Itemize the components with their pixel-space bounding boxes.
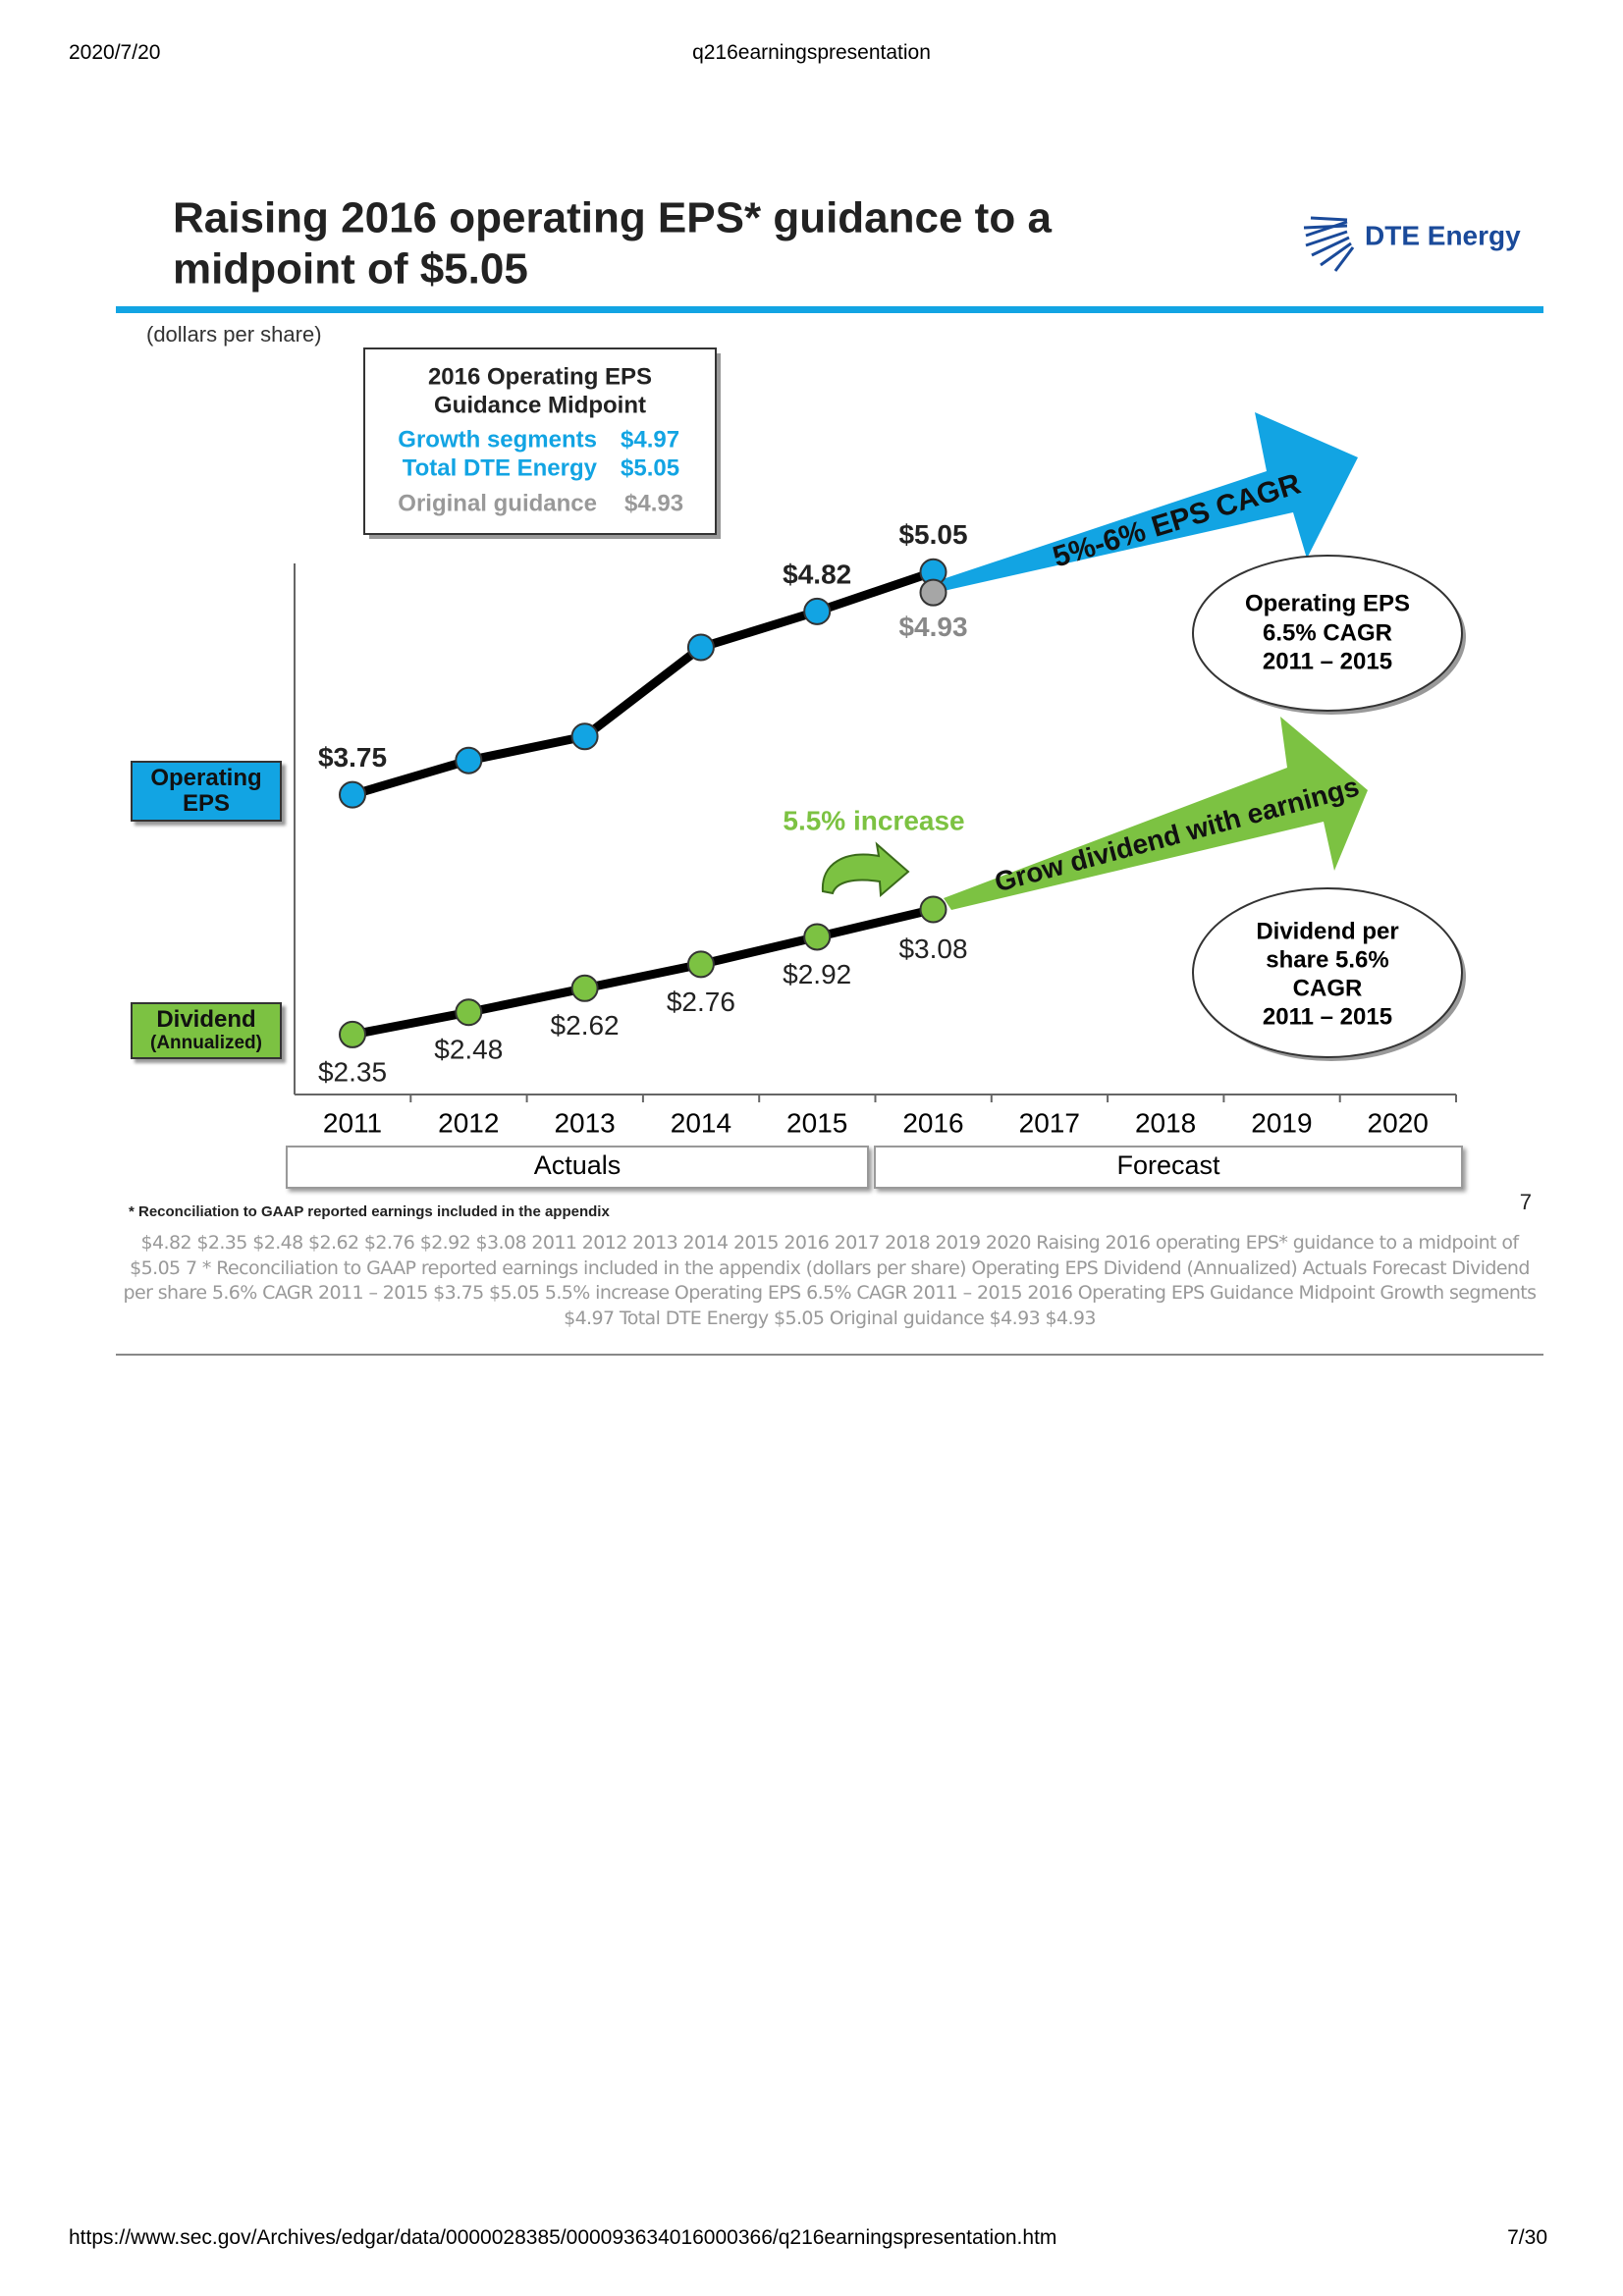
ellipse-text: CAGR bbox=[1293, 975, 1363, 1001]
dividend-arrow-label: Grow dividend with earnings bbox=[992, 771, 1363, 897]
box-row-value: $5.05 bbox=[621, 454, 679, 481]
data-label: $5.05 bbox=[898, 519, 967, 550]
increase-label: 5.5% increase bbox=[783, 805, 964, 835]
x-tick-label: 2017 bbox=[1019, 1107, 1080, 1138]
box-row-value: $4.93 bbox=[624, 490, 683, 516]
data-label: $2.48 bbox=[434, 1035, 503, 1065]
data-point bbox=[803, 597, 832, 625]
units-label: (dollars per share) bbox=[146, 322, 322, 347]
ellipse-text: 2011 – 2015 bbox=[1263, 1003, 1392, 1030]
separator bbox=[116, 1354, 1543, 1356]
x-tick-label: 2018 bbox=[1135, 1107, 1196, 1138]
data-label: $2.62 bbox=[551, 1010, 620, 1041]
ellipse-text: Operating EPS bbox=[1245, 590, 1410, 616]
box-row-label: Total DTE Energy bbox=[403, 454, 598, 481]
box-row-label: Original guidance bbox=[398, 490, 597, 516]
eps-ellipse bbox=[1192, 555, 1463, 712]
x-tick-label: 2014 bbox=[671, 1107, 731, 1138]
legend-note: (Annualized) bbox=[150, 1032, 262, 1053]
slide-number: 7 bbox=[1520, 1190, 1532, 1214]
ellipse-text: 2011 – 2015 bbox=[1263, 648, 1392, 674]
logo-text: DTE Energy bbox=[1365, 220, 1521, 250]
extracted-text: $4.82 $2.35 $2.48 $2.62 $2.76 $2.92 $3.0… bbox=[123, 1232, 1537, 1329]
series-line bbox=[351, 567, 935, 799]
dividend-ellipse bbox=[1192, 887, 1463, 1058]
eps-arrow-label: 5%-6% EPS CAGR bbox=[1050, 467, 1305, 573]
x-tick-label: 2011 bbox=[323, 1107, 382, 1138]
period-label: Actuals bbox=[534, 1150, 622, 1180]
header-date: 2020/7/20 bbox=[69, 41, 161, 64]
box-title: Guidance Midpoint bbox=[434, 392, 646, 418]
data-label: $4.82 bbox=[783, 559, 851, 589]
x-tick-label: 2012 bbox=[438, 1107, 499, 1138]
ellipse-text: share 5.6% bbox=[1266, 946, 1388, 973]
x-tick-label: 2020 bbox=[1368, 1107, 1429, 1138]
x-tick-label: 2013 bbox=[554, 1107, 615, 1138]
increase-arrow bbox=[821, 841, 910, 898]
box-row-label: Growth segments bbox=[398, 426, 597, 453]
data-point bbox=[339, 1020, 366, 1048]
legend-dividend: Dividend (Annualized) bbox=[131, 1002, 282, 1059]
guidance-box bbox=[363, 347, 717, 535]
logo-mark bbox=[1303, 216, 1355, 272]
legend-operating-eps: Operating EPS bbox=[131, 761, 282, 822]
x-tick-label: 2019 bbox=[1251, 1107, 1312, 1138]
x-tick-label: 2015 bbox=[786, 1107, 847, 1138]
data-label: $2.76 bbox=[667, 987, 735, 1017]
legend-label: Operating EPS bbox=[150, 764, 262, 817]
data-point bbox=[686, 950, 715, 979]
box-row-value: $4.97 bbox=[621, 426, 679, 453]
data-label: $4.93 bbox=[898, 612, 967, 642]
data-point bbox=[919, 578, 947, 607]
series-line bbox=[352, 905, 935, 1040]
slide-title: midpoint of $5.05 bbox=[173, 245, 528, 294]
header-title: q216earningspresentation bbox=[692, 41, 931, 64]
period-box bbox=[874, 1146, 1463, 1189]
period-box bbox=[286, 1146, 869, 1189]
footnote: * Reconciliation to GAAP reported earnin… bbox=[129, 1203, 610, 1220]
dividend-arrow bbox=[944, 717, 1368, 910]
data-label: $2.92 bbox=[783, 959, 851, 989]
data-point bbox=[803, 923, 832, 951]
footer-page: 7/30 bbox=[1507, 2226, 1547, 2249]
data-label: $3.08 bbox=[898, 934, 967, 964]
slide-title: Raising 2016 operating EPS* guidance to … bbox=[173, 194, 1052, 242]
data-point bbox=[455, 998, 483, 1027]
data-point bbox=[570, 722, 599, 751]
data-point bbox=[570, 974, 599, 1002]
ellipse-text: 6.5% CAGR bbox=[1263, 619, 1392, 646]
data-point bbox=[919, 895, 947, 924]
data-label: $3.75 bbox=[318, 742, 387, 773]
title-rule bbox=[116, 306, 1543, 313]
data-point bbox=[339, 780, 366, 809]
eps-arrow bbox=[937, 412, 1358, 591]
x-tick-label: 2016 bbox=[902, 1107, 963, 1138]
box-title: 2016 Operating EPS bbox=[428, 363, 652, 390]
data-point bbox=[455, 746, 483, 774]
footer-url: https://www.sec.gov/Archives/edgar/data/… bbox=[69, 2226, 1057, 2249]
legend-label: Dividend bbox=[156, 1006, 256, 1034]
ellipse-text: Dividend per bbox=[1256, 918, 1398, 944]
data-point bbox=[686, 633, 715, 662]
data-label: $2.35 bbox=[318, 1056, 387, 1087]
period-label: Forecast bbox=[1116, 1150, 1220, 1180]
